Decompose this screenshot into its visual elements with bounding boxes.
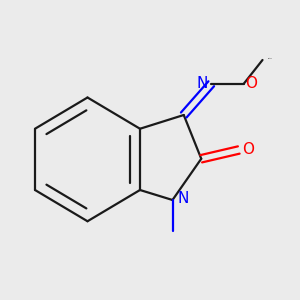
Text: O: O [245, 76, 257, 91]
Text: N: N [196, 76, 208, 91]
Text: methyl: methyl [268, 58, 272, 59]
Text: O: O [242, 142, 254, 158]
Text: N: N [178, 191, 189, 206]
